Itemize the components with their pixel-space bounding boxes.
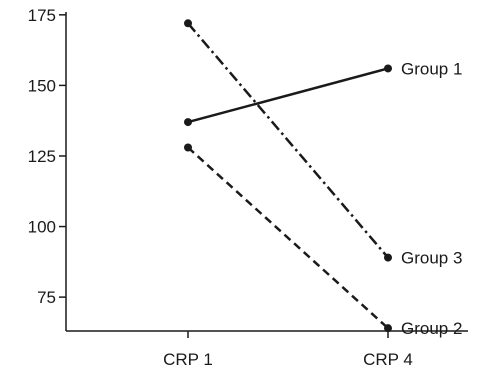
- y-tick-label: 75: [37, 288, 56, 307]
- x-axis-ticks: CRP 1 CRP 4: [163, 331, 413, 369]
- data-point: [184, 19, 192, 28]
- data-point: [384, 253, 392, 262]
- series-label: Group 3: [401, 249, 462, 268]
- y-tick-label: 175: [28, 6, 56, 25]
- y-axis-ticks: 75 100 125 150 175: [28, 6, 66, 307]
- data-point: [184, 118, 192, 127]
- series-line-group-1: [187, 67, 389, 124]
- x-tick-label: CRP 1: [163, 350, 213, 369]
- data-point: [184, 143, 192, 152]
- y-tick-label: 100: [28, 218, 56, 237]
- series-line-group-3: [187, 22, 389, 259]
- data-point: [384, 64, 392, 73]
- x-tick-label: CRP 4: [363, 350, 413, 369]
- y-tick-label: 150: [28, 76, 56, 95]
- data-point: [384, 324, 392, 333]
- y-tick-label: 125: [28, 147, 56, 166]
- series-label: Group 2: [401, 319, 462, 338]
- series-label: Group 1: [401, 59, 462, 78]
- series-line-group-2: [187, 146, 389, 330]
- series-group: Group 1 Group 3 Group 2: [184, 19, 462, 338]
- axes: [65, 12, 468, 332]
